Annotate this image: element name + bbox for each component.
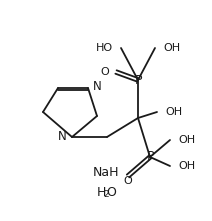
Text: OH: OH (163, 43, 180, 53)
Text: H: H (96, 185, 106, 198)
Text: HO: HO (96, 43, 113, 53)
Text: 2: 2 (103, 190, 109, 199)
Text: OH: OH (178, 135, 195, 145)
Text: NaH: NaH (93, 166, 119, 179)
Text: N: N (58, 130, 67, 143)
Text: P: P (146, 151, 154, 164)
Text: OH: OH (165, 107, 182, 117)
Text: O: O (106, 185, 116, 198)
Text: O: O (100, 67, 109, 77)
Text: P: P (134, 74, 142, 86)
Text: OH: OH (178, 161, 195, 171)
Text: O: O (124, 176, 132, 186)
Text: N: N (93, 80, 102, 93)
